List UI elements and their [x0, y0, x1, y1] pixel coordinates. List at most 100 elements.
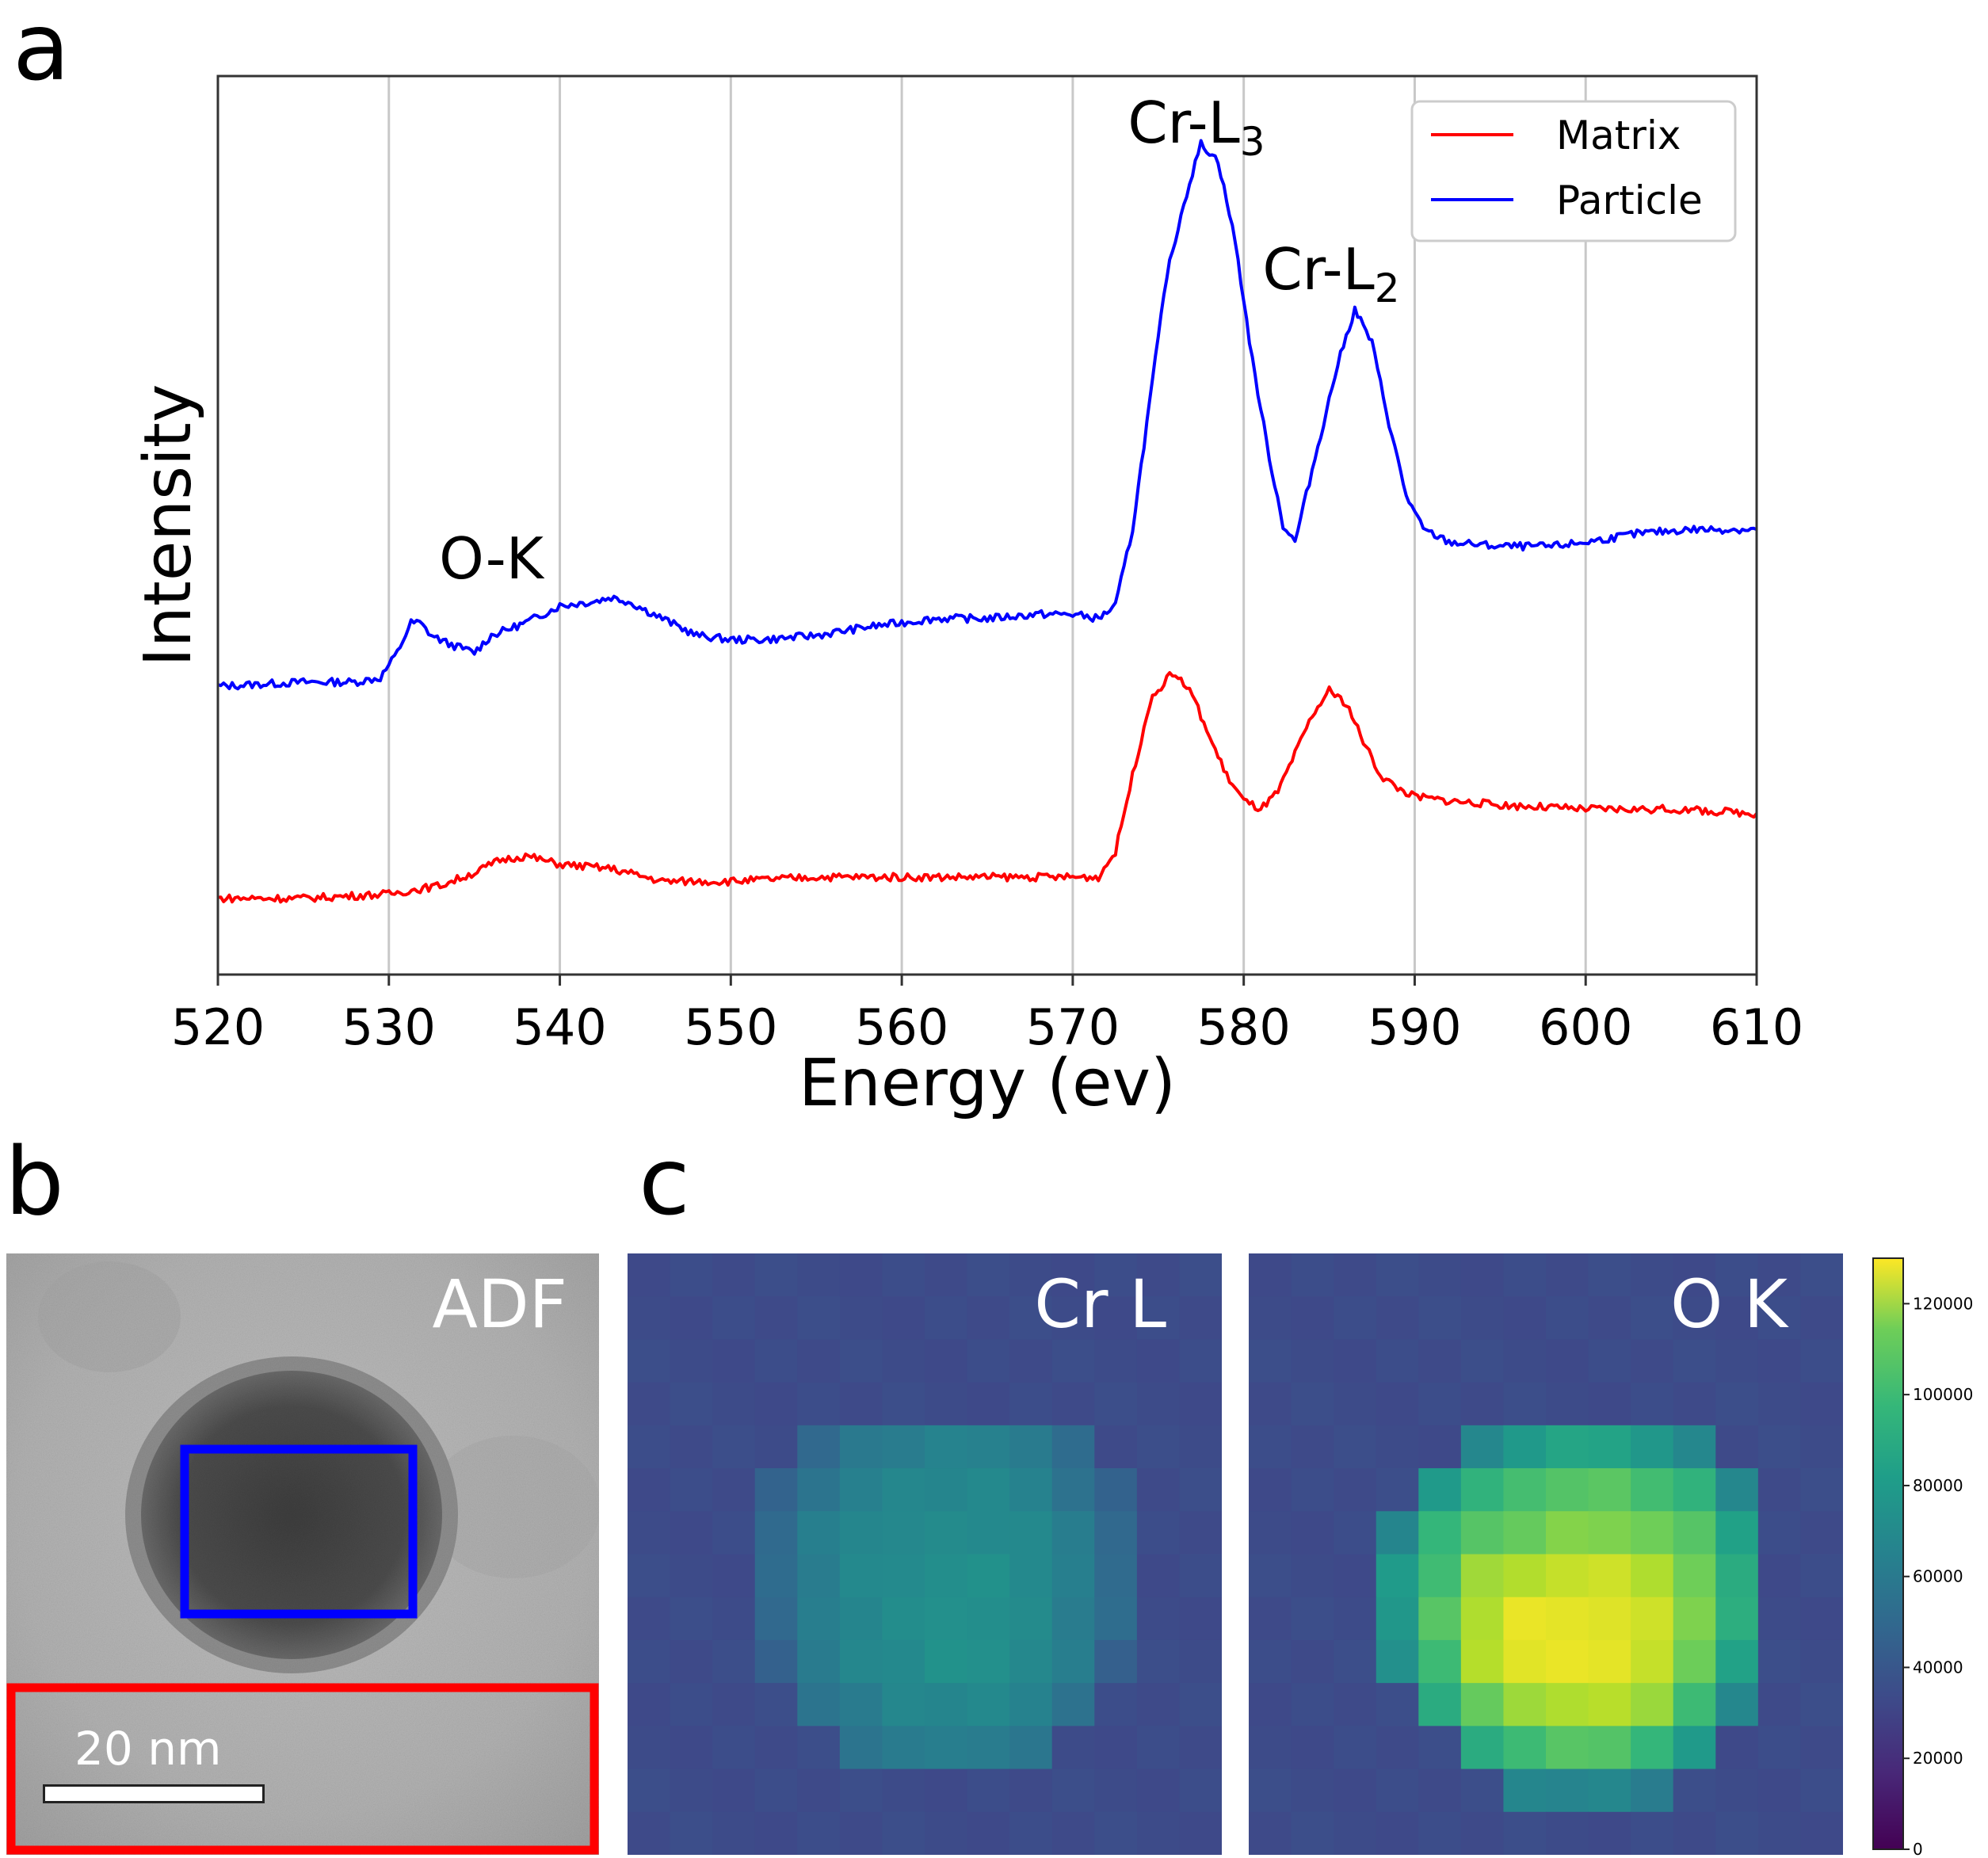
colorbar-ticks: 0 20000 40000 60000 80000 100000 120000: [1903, 1294, 1973, 1857]
heatmap-cell: [712, 1253, 756, 1297]
heatmap-cell: [1051, 1382, 1095, 1426]
heatmap-cell: [797, 1639, 841, 1684]
heatmap-cell: [628, 1425, 671, 1469]
heatmap-cell: [1249, 1554, 1292, 1598]
heatmap-cell: [1588, 1339, 1631, 1383]
heatmap-cell: [1460, 1382, 1505, 1426]
heatmap-cell: [1249, 1639, 1292, 1684]
panel-label-a: a: [13, 0, 71, 101]
heatmap-cell: [882, 1726, 925, 1770]
heatmap-cell: [1291, 1339, 1334, 1383]
heatmap-cell: [1009, 1253, 1053, 1297]
heatmap-cell: [1376, 1382, 1419, 1426]
heatmap-cell: [967, 1296, 1010, 1341]
heatmap-cell: [754, 1768, 798, 1813]
eels-spectrum-chart: 520 530 540 550 560 570 580 590 600 610 Energy (e…: [131, 74, 1803, 1121]
heatmap-cell: [797, 1726, 841, 1770]
heatmap-cell: [1136, 1253, 1181, 1297]
heatmap-cell: [1460, 1683, 1505, 1726]
heatmap-cell: [1334, 1683, 1377, 1726]
heatmap-cell: [628, 1253, 671, 1297]
heatmap-cell: [1179, 1339, 1223, 1383]
heatmap-cell: [628, 1511, 671, 1555]
heatmap-cell: [1673, 1597, 1716, 1641]
particle-region-box: [180, 1444, 418, 1619]
heatmap-cell: [1673, 1768, 1716, 1813]
heatmap-cell: [882, 1296, 925, 1341]
heatmap-cell: [1757, 1639, 1802, 1684]
heatmap-cell: [1673, 1511, 1716, 1555]
heatmap-cell: [1376, 1253, 1419, 1297]
heatmap-cell: [1051, 1683, 1095, 1726]
heatmap-cell: [839, 1597, 883, 1641]
grid-lines: [387, 76, 1587, 975]
heatmap-cell: [1334, 1296, 1377, 1341]
heatmap-cell: [925, 1683, 968, 1726]
heatmap-cell: [839, 1811, 883, 1856]
heatmap-cell: [925, 1726, 968, 1770]
heatmap-cell: [1009, 1554, 1053, 1598]
heatmap-cell: [1291, 1425, 1334, 1469]
heatmap-cell: [1757, 1597, 1802, 1641]
heatmap-cell: [1588, 1296, 1631, 1341]
heatmap-cell: [1673, 1253, 1716, 1297]
heatmap-cell: [967, 1511, 1010, 1555]
heatmap-cell: [1800, 1768, 1844, 1813]
heatmap-cell: [1673, 1382, 1716, 1426]
heatmap-cell: [925, 1639, 968, 1684]
heatmap-cell: [1179, 1511, 1223, 1555]
heatmap-cell: [839, 1639, 883, 1684]
heatmap-cell: [925, 1768, 968, 1813]
heatmap-cell: [1546, 1554, 1589, 1598]
heatmap-cell: [1503, 1339, 1547, 1383]
heatmap-cell: [1546, 1811, 1589, 1856]
heatmap-cell: [967, 1683, 1010, 1726]
heatmap-cell: [1800, 1726, 1844, 1770]
heatmap-cell: [1631, 1597, 1674, 1641]
heatmap-cell: [712, 1425, 756, 1469]
heatmap-cell: [839, 1253, 883, 1297]
heatmap-cell: [839, 1768, 883, 1813]
heatmap-cell: [670, 1296, 713, 1341]
colorbar-gradient: [1872, 1257, 1904, 1850]
heatmap-cell: [967, 1382, 1010, 1426]
heatmap-cell: [1418, 1425, 1462, 1469]
heatmap-cell: [1460, 1468, 1505, 1512]
heatmap-cell: [1291, 1511, 1334, 1555]
heatmap-cell: [670, 1768, 713, 1813]
heatmap-cell: [1249, 1382, 1292, 1426]
x-tick-label: 570: [1026, 998, 1120, 1056]
heatmap-cell: [1673, 1554, 1716, 1598]
heatmap-cell: [839, 1468, 883, 1512]
cr-l-map-label: Cr L: [1034, 1265, 1166, 1343]
heatmap-cell: [1051, 1639, 1095, 1684]
heatmap-cell: [1503, 1683, 1547, 1726]
heatmap-cell: [1249, 1597, 1292, 1641]
heatmap-cell: [1757, 1339, 1802, 1383]
heatmap-cell: [1503, 1554, 1547, 1598]
heatmap-cell: [1009, 1639, 1053, 1684]
heatmap-cell: [670, 1382, 713, 1426]
heatmap-cell: [1673, 1339, 1716, 1383]
heatmap-cell: [1009, 1726, 1053, 1770]
heatmap-cell: [882, 1683, 925, 1726]
heatmap-cell: [1631, 1811, 1674, 1856]
heatmap-cell: [1136, 1768, 1181, 1813]
heatmap-cell: [797, 1339, 841, 1383]
panel-label-b: b: [5, 1127, 64, 1236]
heatmap-cell: [797, 1768, 841, 1813]
heatmap-cell: [1094, 1597, 1138, 1641]
o-k-map: O K: [1249, 1253, 1844, 1856]
colorbar-tick-label: 80000: [1913, 1476, 1963, 1495]
heatmap-cell: [1291, 1683, 1334, 1726]
heatmap-cell: [1588, 1683, 1631, 1726]
heatmap-cell: [712, 1683, 756, 1726]
heatmap-cell: [1009, 1425, 1053, 1469]
heatmap-cell: [1051, 1768, 1095, 1813]
heatmap-cell: [754, 1253, 798, 1297]
x-tick-label: 600: [1539, 998, 1632, 1056]
heatmap-cell: [1136, 1382, 1181, 1426]
heatmap-cell: [1249, 1339, 1292, 1383]
matrix-region-box: [6, 1683, 599, 1855]
